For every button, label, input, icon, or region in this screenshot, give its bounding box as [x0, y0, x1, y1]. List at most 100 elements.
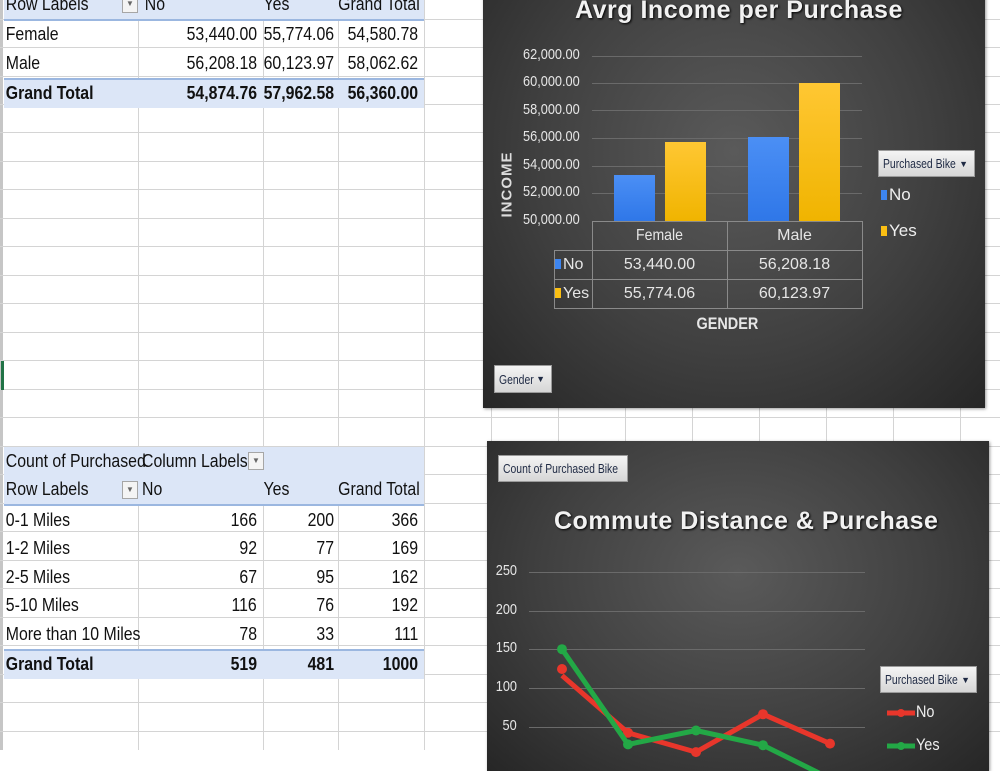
row-label: 1-2 Miles	[5, 538, 71, 559]
cell-no: 166	[230, 509, 257, 530]
cell-yes: 200	[307, 509, 334, 530]
col-grandtotal-header: Grand Total	[338, 0, 420, 14]
y-tick: 200	[495, 601, 517, 618]
y-tick: 100	[495, 678, 517, 695]
table-row[interactable]: Female 53,440.00 55,774.06 54,580.78	[4, 21, 424, 50]
y-tick: 150	[495, 639, 517, 656]
col-yes-header: Yes	[263, 0, 289, 14]
row-label: Grand Total	[5, 83, 94, 104]
cell-total: 111	[393, 623, 418, 644]
y-tick: 250	[495, 562, 517, 579]
col-no-header: No	[144, 0, 166, 14]
row-label: Female	[5, 24, 59, 45]
line-series-plot[interactable]	[487, 441, 989, 771]
cell-yes: 77	[316, 538, 334, 559]
y-tick: 60,000.00	[523, 73, 580, 90]
bar-female-no[interactable]	[614, 175, 655, 221]
col-border	[138, 0, 139, 750]
pivot-header-row: Row Labels ▼ No Yes Grand Total	[4, 0, 424, 21]
bar-male-yes[interactable]	[799, 83, 840, 221]
column-labels-filter-dropdown[interactable]: ▼	[248, 452, 264, 471]
legend-item-yes: Yes	[916, 735, 940, 754]
purchased-bike-field-button[interactable]: Purchased Bike ▼	[880, 666, 977, 693]
pivot-header-row: Row Labels ▼ No Yes Grand Total	[4, 475, 424, 506]
row-label: Grand Total	[5, 654, 94, 675]
col-border	[263, 0, 264, 750]
grand-total-row[interactable]: Grand Total 54,874.76 57,962.58 56,360.0…	[4, 77, 424, 108]
row-label: 5-10 Miles	[5, 595, 79, 616]
row-label: More than 10 Miles	[5, 623, 141, 644]
table-value: 55,774.06	[591, 279, 728, 309]
category-label: Female	[599, 221, 720, 251]
row-label: 0-1 Miles	[5, 509, 71, 530]
series-yes-markers	[557, 644, 768, 751]
col-border	[338, 0, 339, 750]
y-tick: 56,000.00	[523, 128, 580, 145]
cell-no: 519	[230, 654, 257, 675]
series-no-line	[560, 673, 832, 755]
y-axis-title: INCOME	[498, 151, 516, 218]
cell-yes: 33	[316, 623, 334, 644]
grand-total-row[interactable]: Grand Total 519 481 1000	[4, 648, 424, 679]
table-row[interactable]: More than 10 Miles 78 33 111	[4, 620, 424, 649]
col-no-header: No	[142, 479, 163, 500]
bar-female-yes[interactable]	[665, 142, 706, 221]
chart-data-table: Female Male No 53,440.00 56,208.18 Yes 5…	[554, 221, 863, 309]
table-row[interactable]: 0-1 Miles 166 200 366	[4, 506, 424, 535]
legend-key-no	[555, 259, 561, 269]
table-value: 60,123.97	[726, 279, 863, 309]
y-tick: 50,000.00	[523, 211, 580, 228]
pivot-table-commute[interactable]: Count of Purchased Column Labels ▼ Row L…	[4, 447, 424, 679]
cell-yes: 95	[316, 566, 334, 587]
cell-no: 54,874.76	[186, 83, 257, 104]
pivot-table-income[interactable]: Row Labels ▼ No Yes Grand Total Female 5…	[4, 0, 424, 108]
y-tick: 52,000.00	[523, 183, 580, 200]
table-row[interactable]: 5-10 Miles 116 76 192	[4, 592, 424, 621]
row-labels-filter-dropdown[interactable]: ▼	[122, 480, 138, 499]
table-row[interactable]: 1-2 Miles 92 77 169	[4, 535, 424, 564]
cell-total: 58,062.62	[347, 52, 418, 73]
table-value: 53,440.00	[591, 250, 728, 280]
gender-field-button[interactable]: Gender ▼	[494, 365, 552, 393]
commute-line-chart[interactable]: Count of Purchased Bike Commute Distance…	[487, 441, 989, 771]
y-tick: 58,000.00	[523, 101, 580, 118]
cell-total: 54,580.78	[347, 24, 418, 45]
cell-total: 162	[391, 566, 418, 587]
chart-title: Commute Distance & Purchase	[554, 507, 939, 535]
cell-yes: 60,123.97	[263, 52, 334, 73]
cell-yes: 76	[316, 595, 334, 616]
legend-key-yes	[555, 288, 561, 298]
chart-title: Avrg Income per Purchase	[575, 0, 903, 24]
y-tick: 62,000.00	[523, 46, 580, 63]
purchased-bike-field-button[interactable]: Purchased Bike ▼	[878, 150, 975, 177]
table-row[interactable]: 2-5 Miles 67 95 162	[4, 563, 424, 592]
cell-total: 1000	[382, 654, 418, 675]
legend-item-no: No	[881, 185, 911, 205]
y-tick: 50	[502, 717, 517, 734]
cell-no: 116	[231, 595, 257, 616]
col-yes-header: Yes	[263, 479, 289, 500]
cell-yes: 57,962.58	[263, 83, 334, 104]
bar-male-no[interactable]	[748, 137, 789, 221]
count-of-purchased-bike-field-button[interactable]: Count of Purchased Bike	[498, 455, 628, 482]
pivot-value-header-row: Count of Purchased Column Labels ▼	[4, 447, 424, 476]
income-bar-chart[interactable]: Avrg Income per Purchase INCOME 62,000.0…	[483, 0, 985, 408]
cell-no: 53,440.00	[186, 24, 257, 45]
cell-no: 67	[239, 566, 257, 587]
cell-yes: 481	[307, 654, 334, 675]
column-labels-header: Column Labels	[142, 450, 248, 471]
row-labels-header: Row Labels	[5, 479, 89, 500]
row-labels-header: Row Labels	[5, 0, 89, 14]
value-field-header: Count of Purchased	[5, 450, 146, 471]
cell-total: 192	[391, 595, 418, 616]
cell-no: 78	[239, 623, 257, 644]
table-row[interactable]: Male 56,208.18 60,123.97 58,062.62	[4, 49, 424, 78]
active-cell-indicator	[1, 361, 4, 390]
cell-total: 56,360.00	[347, 83, 418, 104]
legend-item-yes: Yes	[881, 221, 917, 241]
col-grandtotal-header: Grand Total	[338, 479, 420, 500]
cell-total: 169	[391, 538, 418, 559]
category-label: Male	[726, 221, 863, 251]
cell-no: 56,208.18	[186, 52, 257, 73]
row-labels-filter-dropdown[interactable]: ▼	[122, 0, 138, 14]
